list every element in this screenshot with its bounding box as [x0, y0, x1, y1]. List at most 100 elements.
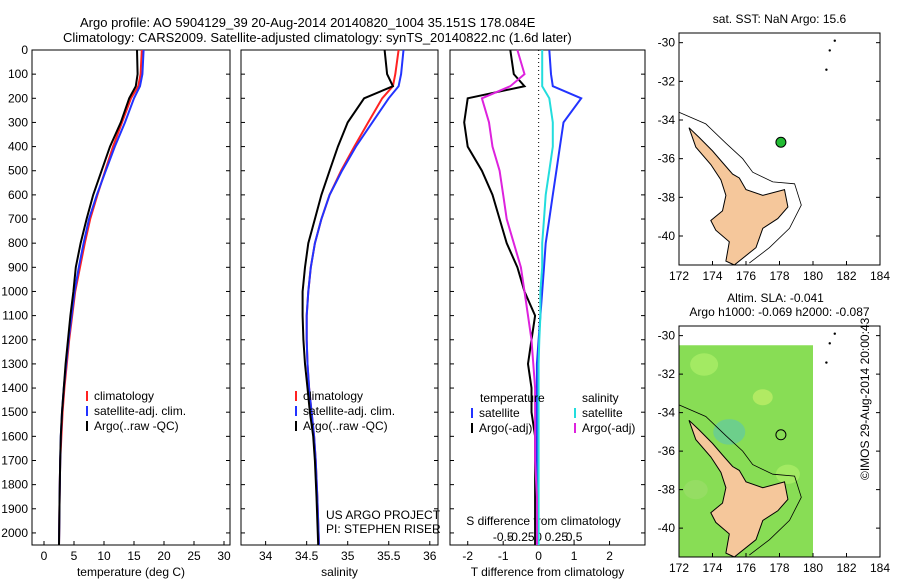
imos-watermark: ©IMOS 29-Aug-2014 20:00:43: [858, 317, 872, 480]
island-dot: [833, 332, 836, 335]
map-xtick-label: 184: [870, 561, 890, 575]
sla-blob: [752, 389, 773, 406]
y-tick-label: 0: [21, 43, 28, 57]
argo-location-marker: [775, 429, 787, 441]
legend-label: climatology: [303, 389, 363, 403]
map-ytick-label: -32: [658, 74, 676, 88]
map-xtick-label: 178: [769, 269, 789, 283]
y-tick-label: 1200: [1, 333, 28, 347]
series-line: [463, 49, 537, 545]
y-tick-label: 2000: [1, 526, 28, 540]
sla-map-title2: Argo h1000: -0.069 h2000: -0.087: [689, 305, 869, 319]
series-line: [535, 49, 583, 545]
sla-blob: [683, 480, 708, 500]
salinity-frame: [240, 49, 439, 546]
map-xtick-label: 182: [836, 269, 856, 283]
y-tick-label: 1900: [1, 502, 28, 516]
map-xtick-label: 180: [803, 561, 823, 575]
y-tick-label: 1000: [1, 284, 28, 298]
y-tick-label: 300: [8, 115, 28, 129]
island-dot: [825, 68, 828, 71]
legend-label: satellite: [479, 406, 520, 420]
salinity-xtick-label: 36: [423, 549, 437, 563]
map-ytick-label: -38: [658, 190, 676, 204]
differences-xtick-label: 1: [571, 549, 578, 563]
series-line: [305, 49, 405, 546]
differences-xtick-label: 0: [535, 549, 542, 563]
series-line: [58, 49, 143, 546]
north-island-land: [688, 419, 789, 558]
salinity-xtick-label: 35: [341, 549, 355, 563]
credit-line1: US ARGO PROJECT: [326, 508, 441, 522]
island-dot: [825, 361, 828, 364]
y-tick-label: 1600: [1, 429, 28, 443]
series-line: [537, 50, 554, 545]
legend-label: Argo(..raw -QC): [94, 419, 179, 433]
series-line: [58, 49, 139, 546]
differences-frame: [449, 49, 646, 546]
y-tick-label: 900: [8, 260, 28, 274]
map-xtick-label: 176: [736, 269, 756, 283]
legend-title-salinity: salinity: [582, 391, 619, 405]
diff-stick-label: 0.5: [566, 530, 583, 544]
diff-stick-label: -0.5: [493, 530, 514, 544]
map-xtick-label: 174: [702, 561, 722, 575]
credit-line2: PI: STEPHEN RISER: [326, 522, 441, 536]
y-tick-label: 1700: [1, 453, 28, 467]
differences-xtick-label: -1: [498, 549, 509, 563]
series-line: [305, 49, 400, 546]
argo-location-marker: [775, 136, 787, 148]
series-line: [480, 49, 538, 545]
map-xtick-label: 178: [769, 561, 789, 575]
y-tick-label: 600: [8, 188, 28, 202]
title-line2: Climatology: CARS2009. Satellite-adjuste…: [63, 30, 572, 45]
sst-map-title: sat. SST: NaN Argo: 15.6: [713, 12, 847, 26]
legend-label: satellite: [582, 406, 623, 420]
island-dot: [828, 49, 831, 52]
salinity-xtick-label: 35.5: [377, 549, 401, 563]
sla-blob: [690, 353, 719, 376]
y-tick-label: 1400: [1, 381, 28, 395]
map-xtick-label: 184: [870, 269, 890, 283]
differences-xtick-label: -2: [462, 549, 473, 563]
legend-label: satellite-adj. clim.: [94, 404, 186, 418]
island-dot: [833, 39, 836, 42]
y-tick-label: 1800: [1, 478, 28, 492]
y-tick-label: 100: [8, 67, 28, 81]
diff-stick-label: 0.25: [545, 530, 569, 544]
map-ytick-label: -34: [658, 113, 676, 127]
map-ytick-label: -38: [658, 483, 676, 497]
island-dot: [828, 342, 831, 345]
north-island-land: [688, 127, 789, 266]
temperature-xtick-label: 30: [217, 549, 231, 563]
bathymetry-contour: [678, 404, 802, 556]
legend-label: Argo(..raw -QC): [303, 419, 388, 433]
map-ytick-label: -30: [658, 329, 676, 343]
map-xtick-label: 174: [702, 269, 722, 283]
sla-blob: [713, 419, 746, 445]
map-ytick-label: -32: [658, 367, 676, 381]
y-tick-label: 1300: [1, 357, 28, 371]
map-ytick-label: -36: [658, 152, 676, 166]
legend-label: climatology: [94, 389, 154, 403]
map-ytick-label: -34: [658, 406, 676, 420]
temperature-xtick-label: 25: [187, 549, 201, 563]
map-ytick-label: -30: [658, 36, 676, 50]
temperature-xtick-label: 15: [127, 549, 141, 563]
map-ytick-label: -40: [658, 521, 676, 535]
differences-xtick-label: 2: [606, 549, 613, 563]
map-xtick-label: 180: [803, 269, 823, 283]
y-tick-label: 800: [8, 236, 28, 250]
map-xtick-label: 172: [669, 561, 689, 575]
temperature-xtick-label: 0: [41, 549, 48, 563]
y-tick-label: 500: [8, 164, 28, 178]
sla-map-title1: Altim. SLA: -0.041: [727, 291, 824, 305]
map-ytick-label: -36: [658, 444, 676, 458]
temperature-xtick-label: 5: [71, 549, 78, 563]
salinity-xtick-label: 34.5: [295, 549, 319, 563]
y-tick-label: 700: [8, 212, 28, 226]
legend-label: Argo(-adj): [582, 421, 635, 435]
title-line1: Argo profile: AO 5904129_39 20-Aug-2014 …: [80, 15, 536, 30]
y-tick-label: 400: [8, 140, 28, 154]
